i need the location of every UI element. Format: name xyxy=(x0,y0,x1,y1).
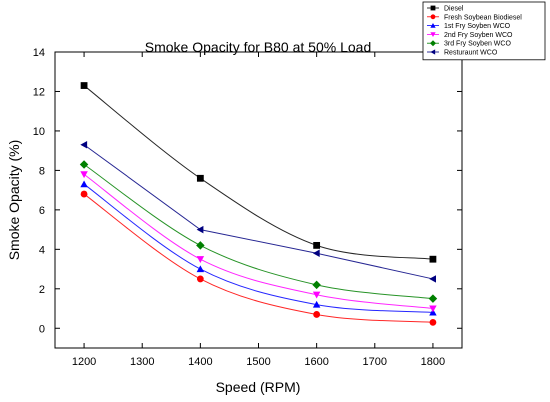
data-point-marker xyxy=(196,174,204,182)
series-line xyxy=(83,193,433,323)
legend-label: Fresh Soybean Biodiesel xyxy=(444,14,522,21)
legend-marker xyxy=(430,5,436,11)
data-point-marker xyxy=(80,141,88,149)
series-line xyxy=(83,183,433,313)
data-point-marker xyxy=(312,249,320,258)
series-line xyxy=(83,144,434,280)
data-point-marker xyxy=(312,280,321,290)
x-tick-label: 1400 xyxy=(188,356,212,368)
x-tick-label: 1600 xyxy=(304,356,328,368)
y-axis-label: Smoke Opacity (%) xyxy=(6,140,22,261)
chart-title: Smoke Opacity for B80 at 50% Load xyxy=(145,39,371,55)
data-point-marker xyxy=(196,241,205,250)
series-line xyxy=(83,173,433,310)
series-5 xyxy=(80,141,436,283)
y-tick-label: 8 xyxy=(39,165,45,177)
series-3 xyxy=(80,171,437,313)
legend-marker xyxy=(430,32,436,38)
legend-marker xyxy=(430,22,436,28)
series-0 xyxy=(80,82,437,263)
data-point-marker xyxy=(429,255,437,263)
x-axis-label: Speed (RPM) xyxy=(216,379,301,395)
y-tick-label: 4 xyxy=(39,244,45,256)
data-point-marker xyxy=(313,311,321,318)
legend-label: Diesel xyxy=(444,6,464,13)
axes: 1200 1300 1400 1500 1600 1700 1800 0 2 4 6 8 10 12 14 xyxy=(33,47,462,368)
y-tick-label: 14 xyxy=(33,47,45,59)
legend-marker xyxy=(430,14,436,20)
x-tick-label: 1200 xyxy=(72,356,96,368)
series-line xyxy=(83,85,433,260)
data-point-marker xyxy=(196,265,205,273)
data-point-marker xyxy=(428,294,438,303)
legend-label: 2nd Fry Soyben WCO xyxy=(444,32,513,39)
series-1 xyxy=(80,190,437,326)
data-point-marker xyxy=(313,241,321,249)
x-tick-label: 1500 xyxy=(246,356,270,368)
data-point-marker xyxy=(196,256,205,263)
y-tick-label: 0 xyxy=(39,323,45,335)
series-group xyxy=(79,82,438,326)
x-tick-label: 1300 xyxy=(130,356,154,368)
data-point-marker xyxy=(79,160,89,169)
data-point-marker xyxy=(80,171,88,179)
y-tick-label: 10 xyxy=(33,126,45,138)
legend-label: Resturaunt WCO xyxy=(444,50,498,57)
x-tick-label: 1700 xyxy=(363,356,387,368)
data-point-marker xyxy=(80,190,88,198)
legend-box xyxy=(422,1,546,61)
data-point-marker xyxy=(80,82,88,89)
y-tick-label: 6 xyxy=(39,205,45,217)
legend-marker xyxy=(430,40,436,47)
data-point-marker xyxy=(80,180,88,188)
data-point-marker xyxy=(429,305,437,313)
y-tick-label: 12 xyxy=(33,86,45,98)
legend-label: 1st Fry Soyben WCO xyxy=(444,23,511,30)
x-tick-label: 1800 xyxy=(421,356,445,368)
series-4 xyxy=(79,160,438,303)
data-point-marker xyxy=(429,318,437,326)
legend-label: 3rd Fry Soyben WCO xyxy=(444,41,511,48)
data-point-marker xyxy=(312,291,321,299)
data-point-marker xyxy=(196,275,204,283)
y-tick-label: 2 xyxy=(39,284,45,296)
data-point-marker xyxy=(196,225,204,234)
series-line xyxy=(83,164,433,300)
legend-marker xyxy=(430,49,436,55)
data-point-marker xyxy=(429,275,436,283)
data-point-marker xyxy=(312,300,321,308)
